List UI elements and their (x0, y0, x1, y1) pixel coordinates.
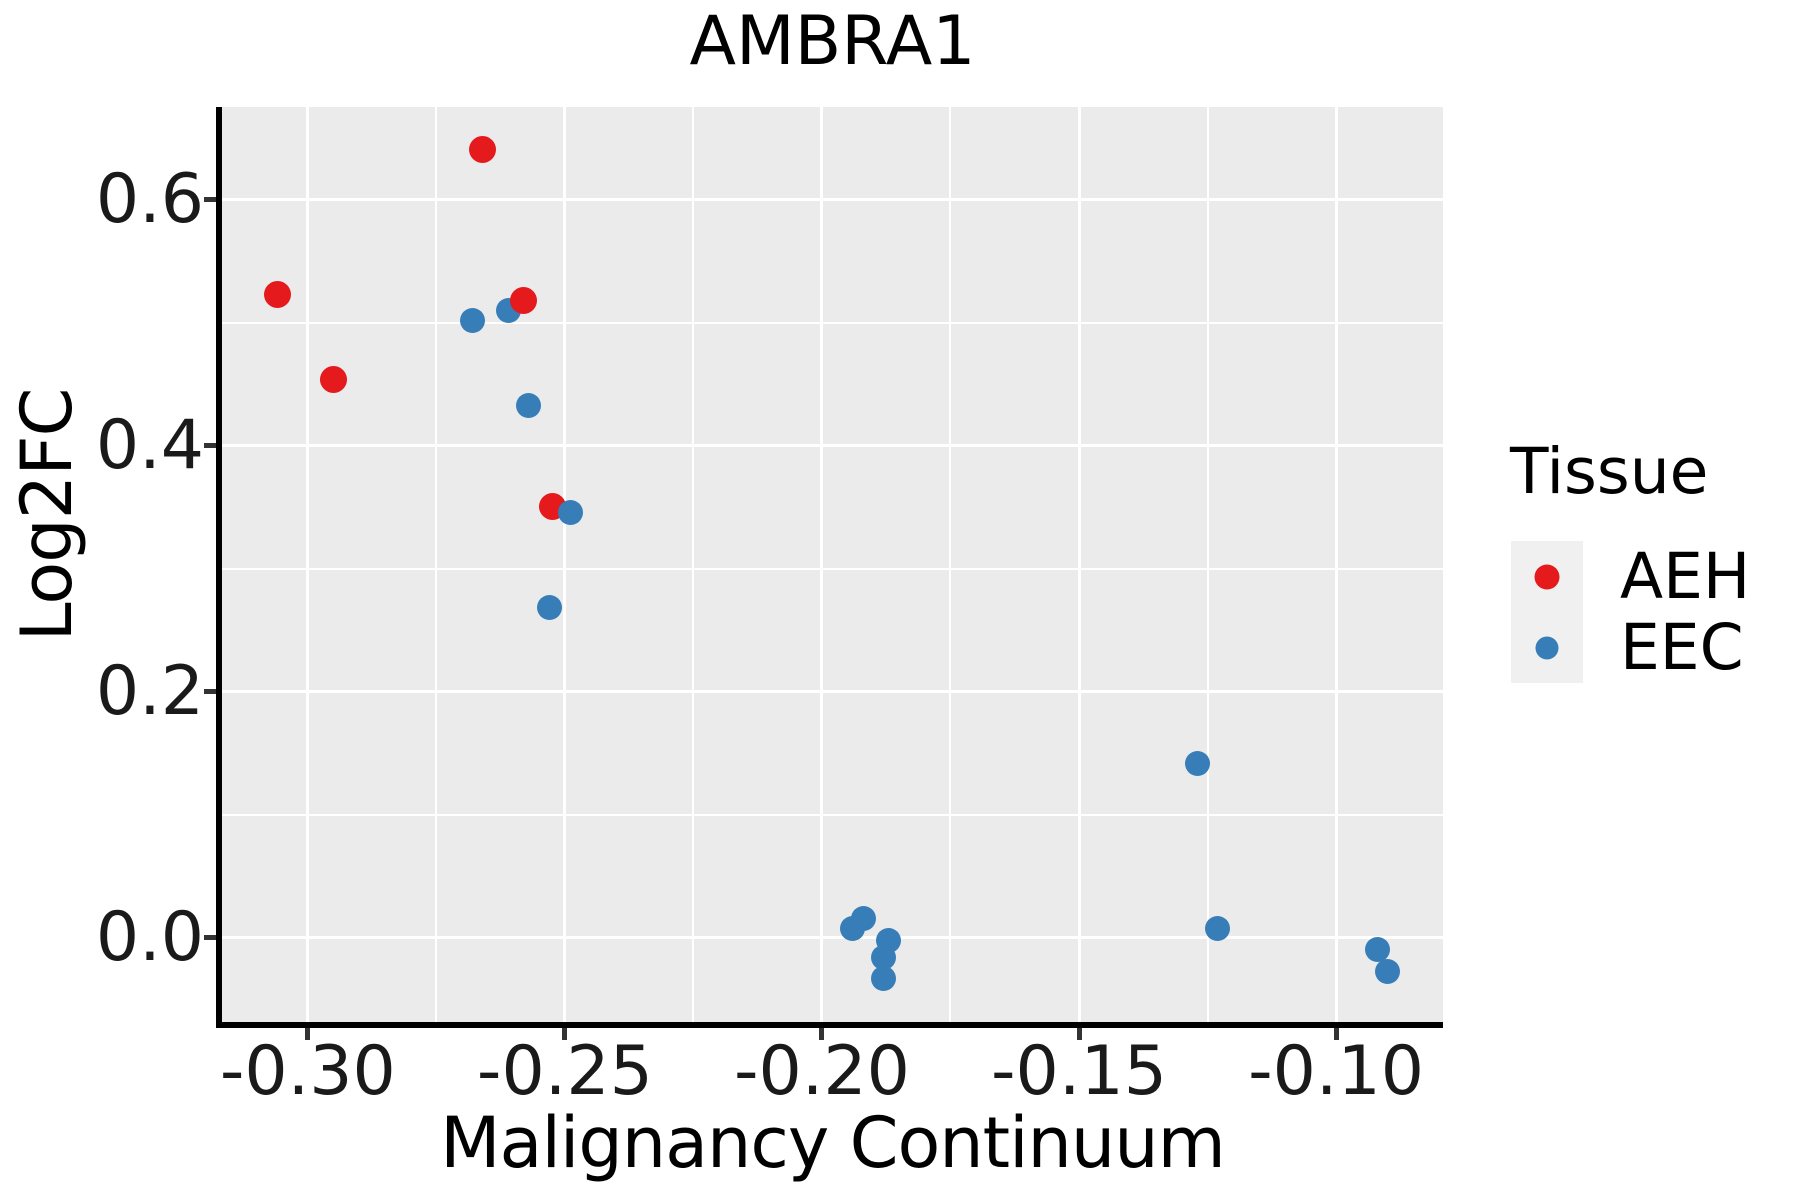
x-minor-gridline (435, 107, 438, 1022)
x-tick-label: -0.20 (733, 1032, 910, 1111)
data-point-eec (516, 392, 542, 418)
data-point-eec (1184, 750, 1210, 776)
y-major-gridline (222, 444, 1443, 448)
y-tick-mark (204, 197, 216, 203)
y-tick-label: 0.6 (95, 159, 204, 239)
x-major-gridline (820, 107, 824, 1022)
y-tick-label: 0.0 (95, 897, 204, 977)
x-tick-mark (1076, 1028, 1082, 1040)
y-minor-gridline (222, 321, 1443, 324)
y-major-gridline (222, 198, 1443, 202)
x-tick-mark (305, 1028, 311, 1040)
data-point-eec (536, 594, 562, 620)
legend-label-eec: EEC (1620, 611, 1744, 684)
y-major-gridline (222, 690, 1443, 694)
x-major-gridline (1077, 107, 1081, 1022)
x-minor-gridline (692, 107, 695, 1022)
x-tick-mark (819, 1028, 825, 1040)
aeh-legend-dot-icon (1534, 564, 1560, 589)
y-tick-label: 0.2 (95, 651, 204, 731)
x-axis-title: Malignancy Continuum (440, 1102, 1226, 1184)
x-tick-label: -0.10 (1248, 1032, 1425, 1111)
y-minor-gridline (222, 813, 1443, 816)
data-point-aeh (510, 287, 538, 315)
y-tick-mark (204, 935, 216, 941)
plot-panel (222, 107, 1443, 1022)
y-tick-label: 0.4 (95, 405, 204, 485)
legend-key-aeh (1511, 541, 1583, 612)
legend-key-eec (1511, 612, 1583, 683)
data-point-eec (1364, 936, 1390, 962)
data-point-eec (459, 308, 485, 334)
eec-legend-dot-icon (1535, 636, 1559, 659)
data-point-eec (1205, 915, 1231, 941)
y-tick-mark (204, 443, 216, 449)
legend-title: Tissue (1510, 435, 1709, 508)
x-tick-mark (1333, 1028, 1339, 1040)
plot-title: AMBRA1 (689, 2, 976, 81)
data-point-aeh (320, 366, 348, 394)
x-major-gridline (1334, 107, 1338, 1022)
y-minor-gridline (222, 567, 1443, 570)
legend-label-aeh: AEH (1620, 540, 1751, 613)
data-point-eec (1374, 958, 1400, 984)
x-major-gridline (306, 107, 310, 1022)
data-point-aeh (263, 281, 291, 309)
y-major-gridline (222, 936, 1443, 940)
x-axis-line (216, 1022, 1443, 1028)
x-tick-label: -0.25 (476, 1032, 653, 1111)
x-tick-label: -0.15 (991, 1032, 1167, 1111)
x-minor-gridline (949, 107, 952, 1022)
y-axis-title: Log2FC (6, 388, 88, 642)
data-point-aeh (469, 136, 497, 164)
x-tick-mark (562, 1028, 568, 1040)
y-axis-line (216, 107, 222, 1028)
x-tick-label: -0.30 (219, 1032, 396, 1111)
x-major-gridline (563, 107, 567, 1022)
y-tick-mark (204, 689, 216, 695)
data-point-eec (557, 499, 583, 525)
data-point-eec (850, 905, 876, 931)
data-point-eec (871, 945, 897, 971)
data-point-eec (871, 966, 897, 992)
x-minor-gridline (1206, 107, 1209, 1022)
